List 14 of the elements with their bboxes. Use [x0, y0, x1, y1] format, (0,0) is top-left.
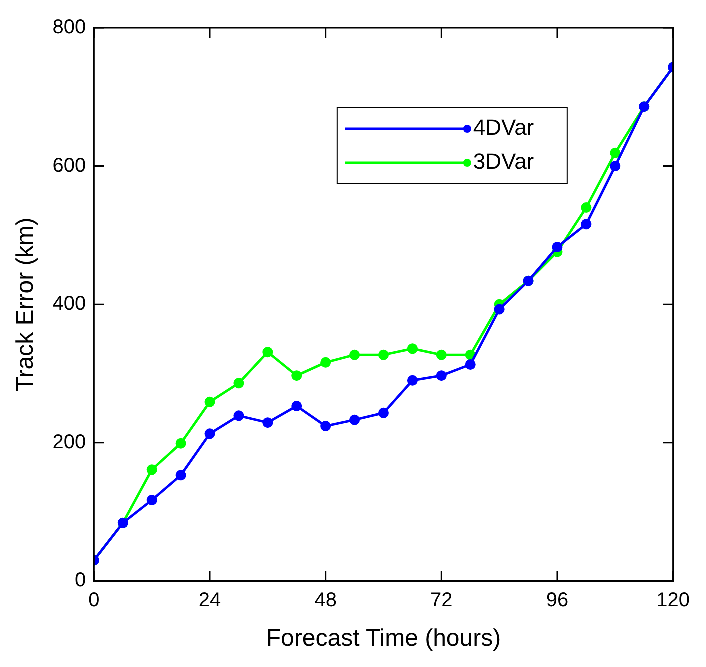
y-axis-title: Track Error (km) [12, 218, 40, 392]
y-tick-label: 600 [52, 154, 86, 177]
x-tick-label: 96 [546, 590, 569, 612]
y-tick-label: 0 [75, 570, 86, 592]
legend-label: 3DVar [473, 149, 534, 174]
x-tick-label: 72 [430, 590, 453, 612]
x-axis-title: Forecast Time (hours) [266, 625, 502, 652]
y-tick-label: 800 [52, 16, 86, 39]
x-tick-label: 48 [314, 590, 337, 612]
y-tick-label: 200 [52, 431, 86, 454]
y-tick-label: 400 [52, 293, 86, 316]
legend-label: 4DVar [473, 115, 534, 140]
x-tick-label: 24 [198, 590, 222, 612]
x-tick-label: 120 [656, 590, 690, 612]
